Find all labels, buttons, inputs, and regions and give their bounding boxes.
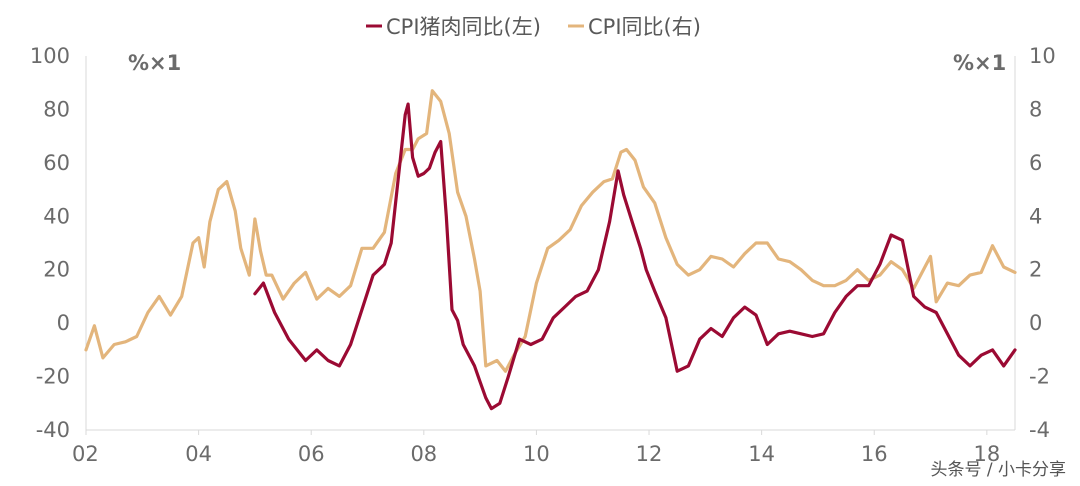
x-tick-label: 04 — [185, 442, 212, 466]
right-axis-ticks: 10 8 6 4 2 0 -2 -4 — [1029, 44, 1056, 442]
right-tick-label: 2 — [1029, 258, 1042, 282]
x-tick-label: 14 — [748, 442, 775, 466]
right-tick-label: 8 — [1029, 97, 1042, 121]
right-tick-label: 10 — [1029, 44, 1056, 68]
x-tick-label: 08 — [410, 442, 437, 466]
watermark-text: 头条号 / 小卡分享 — [930, 460, 1066, 480]
right-tick-label: 0 — [1029, 311, 1042, 335]
series-layer — [84, 89, 1017, 411]
x-tick-label: 16 — [861, 442, 888, 466]
x-tick-label: 10 — [523, 442, 550, 466]
legend-label-pork: CPI猪肉同比(左) — [386, 15, 541, 39]
series-line-cpi — [84, 89, 1017, 373]
left-tick-label: 60 — [43, 151, 70, 175]
left-tick-label: 20 — [43, 258, 70, 282]
left-tick-label: 100 — [30, 44, 70, 68]
x-tick-label: 12 — [636, 442, 663, 466]
left-tick-label: 0 — [57, 311, 70, 335]
left-tick-label: -40 — [36, 418, 70, 442]
series-line-pork — [253, 102, 1017, 411]
legend-item-pork[interactable]: CPI猪肉同比(左) — [366, 15, 541, 39]
left-tick-label: 80 — [43, 97, 70, 121]
right-tick-label: -4 — [1029, 418, 1050, 442]
right-axis-unit: %×1 — [953, 51, 1006, 75]
left-tick-label: 40 — [43, 204, 70, 228]
legend-label-cpi: CPI同比(右) — [588, 15, 701, 39]
legend-item-cpi[interactable]: CPI同比(右) — [568, 15, 701, 39]
right-tick-label: 4 — [1029, 204, 1042, 228]
right-tick-label: 6 — [1029, 151, 1042, 175]
right-tick-label: -2 — [1029, 365, 1050, 389]
x-axis-ticks: 02 04 06 08 10 12 14 16 18 — [72, 430, 1000, 466]
left-axis-ticks: 100 80 60 40 20 0 -20 -40 — [30, 44, 70, 442]
left-axis-unit: %×1 — [128, 51, 181, 75]
x-tick-label: 18 — [973, 442, 1000, 466]
x-tick-label: 06 — [298, 442, 325, 466]
legend: CPI猪肉同比(左) CPI同比(右) — [366, 15, 701, 39]
x-tick-label: 02 — [72, 442, 99, 466]
left-tick-label: -20 — [36, 365, 70, 389]
